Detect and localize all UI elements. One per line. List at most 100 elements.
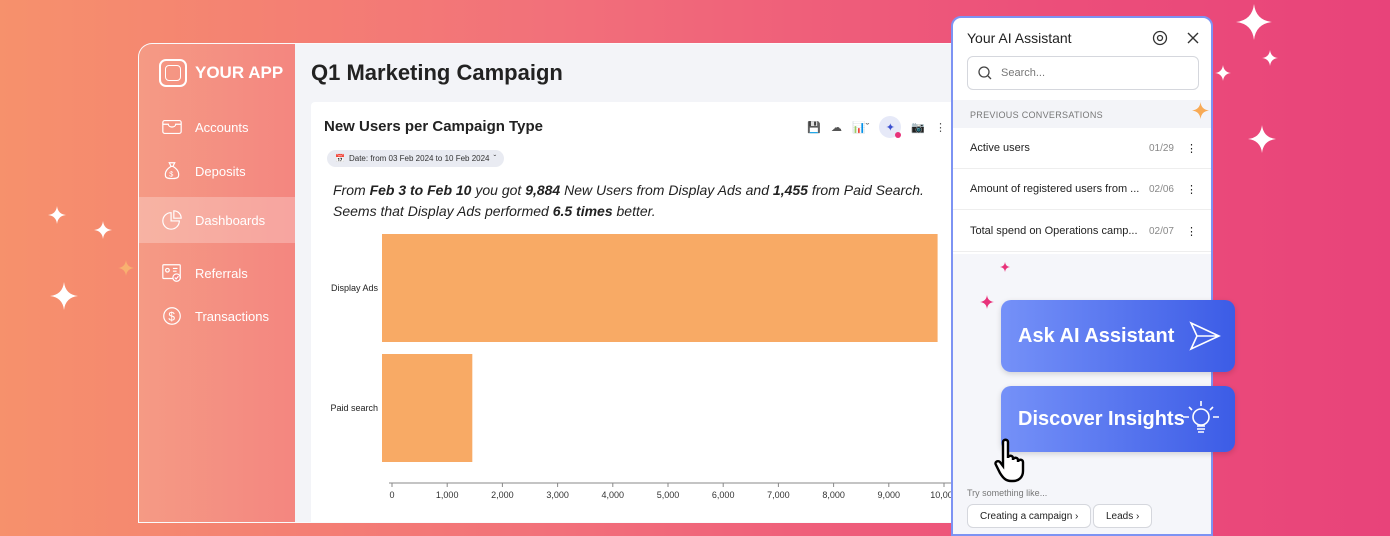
x-tick-label: 9,000: [878, 490, 901, 500]
sidebar-item-label: Deposits: [195, 163, 246, 179]
x-tick-label: 3,000: [546, 490, 569, 500]
chart-title: New Users per Campaign Type: [324, 118, 543, 135]
bar: [382, 234, 938, 342]
lightbulb-icon: [1183, 401, 1219, 433]
conversation-item[interactable]: Active users 01/29 ⋮: [953, 128, 1211, 169]
chart-card: New Users per Campaign Type 💾 ☁ 📊ˇ ✦ 📷 ⋮…: [311, 102, 956, 522]
sparkle-icon: [1000, 262, 1010, 272]
save-icon[interactable]: 💾: [807, 121, 821, 134]
sidebar-item-dashboards[interactable]: Dashboards: [139, 197, 295, 243]
ai-sparkle-icon[interactable]: ✦: [879, 116, 902, 138]
ai-assistant-panel: Your AI Assistant Search... PREVIOUS CON…: [951, 16, 1213, 536]
ask-ai-assistant-button[interactable]: Ask AI Assistant: [1001, 300, 1235, 372]
bar-chart: Display Ads Paid search 0 1,000 2,000 3,000 4,…: [330, 234, 956, 500]
summary-bold: Feb 3 to Feb 10: [369, 182, 472, 198]
summary-text: From: [333, 182, 370, 198]
x-tick-label: 8,000: [822, 490, 845, 500]
conversation-item[interactable]: Amount of registered users from ... 02/06…: [953, 169, 1211, 210]
cloud-icon[interactable]: ☁: [830, 121, 842, 134]
summary-text: Seems that Display Ads performed: [333, 203, 553, 219]
x-tick-label: 1,000: [436, 490, 459, 500]
more-icon[interactable]: ⋮: [1186, 225, 1197, 238]
search-icon: [978, 66, 992, 80]
panel-title: Your AI Assistant: [967, 30, 1072, 46]
conversation-title: Total spend on Operations camp...: [970, 225, 1138, 237]
sidebar-item-label: Dashboards: [195, 212, 266, 228]
conversation-date: 01/29: [1148, 142, 1174, 154]
summary-text: you got: [471, 182, 526, 198]
conversation-item[interactable]: Total spend on Operations camp... 02/07 ⋮: [953, 211, 1211, 252]
app-logo: YOUR APP: [159, 59, 283, 87]
dollar-cycle-icon: $: [163, 307, 181, 325]
sparkle-icon: [1236, 4, 1272, 40]
svg-text:$: $: [168, 310, 175, 324]
sparkle-icon: [1192, 102, 1209, 119]
sparkle-icon: [50, 282, 78, 310]
sidebar: YOUR APP Accounts $ Deposits Dashboards R…: [139, 44, 295, 522]
sidebar-item-label: Accounts: [195, 119, 249, 135]
bar: [382, 354, 473, 462]
sidebar-item-label: Referrals: [195, 265, 248, 281]
chevron-down-icon: ˇ: [493, 154, 497, 163]
sidebar-item-accounts[interactable]: Accounts: [139, 104, 295, 150]
search-placeholder: Search...: [1001, 67, 1046, 79]
ask-label: Ask AI Assistant: [1018, 324, 1175, 347]
page-title: Q1 Marketing Campaign: [311, 60, 563, 85]
settings-icon[interactable]: [1152, 30, 1168, 46]
summary-text: from Paid Search.: [807, 182, 924, 198]
svg-text:$: $: [169, 170, 173, 179]
discover-label: Discover Insights: [1018, 407, 1185, 430]
summary-text: New Users from Display Ads and: [560, 182, 773, 198]
date-filter[interactable]: 📅 Date: from 03 Feb 2024 to 10 Feb 2024 ˇ: [327, 150, 505, 167]
sparkle-icon: [1248, 125, 1276, 153]
more-icon[interactable]: ⋮: [935, 121, 946, 134]
more-icon[interactable]: ⋮: [1186, 183, 1197, 196]
section-header: PREVIOUS CONVERSATIONS: [953, 100, 1211, 128]
suggestion-chip[interactable]: Creating a campaign ›: [967, 504, 1092, 528]
search-input[interactable]: Search...: [967, 56, 1199, 90]
close-icon[interactable]: [1187, 32, 1199, 44]
send-icon: [1189, 321, 1221, 351]
pie-chart-icon: [162, 210, 182, 230]
app-window: YOUR APP Accounts $ Deposits Dashboards R…: [138, 43, 958, 523]
x-tick-label: 0: [389, 490, 394, 500]
summary-text: better.: [612, 203, 656, 219]
sparkle-icon: [1262, 50, 1278, 66]
sparkle-icon: [980, 295, 994, 309]
money-bag-icon: $: [164, 162, 180, 180]
x-tick-label: 10,000: [930, 490, 956, 500]
date-filter-label: Date: from 03 Feb 2024 to 10 Feb 2024: [348, 154, 490, 163]
sparkle-icon: [48, 206, 66, 224]
sidebar-item-referrals[interactable]: Referrals: [139, 250, 295, 296]
sidebar-item-deposits[interactable]: $ Deposits: [139, 148, 295, 194]
suggestion-chip[interactable]: Leads ›: [1093, 504, 1153, 528]
conversation-title: Amount of registered users from ...: [970, 183, 1140, 195]
summary-bold: 6.5 times: [552, 203, 613, 219]
camera-icon[interactable]: 📷: [911, 121, 925, 134]
x-tick-label: 7,000: [767, 490, 790, 500]
try-label: Try something like...: [967, 488, 1048, 498]
hand-cursor-icon: [994, 438, 1025, 483]
x-tick-label: 6,000: [712, 490, 735, 500]
insight-summary: From Feb 3 to Feb 10 you got 9,884 New U…: [333, 180, 924, 222]
summary-bold: 9,884: [525, 182, 561, 198]
discover-insights-button[interactable]: Discover Insights: [1001, 386, 1235, 452]
sparkle-icon: [94, 221, 112, 239]
inbox-icon: [162, 119, 182, 135]
category-label: Paid search: [330, 403, 378, 413]
sidebar-item-label: Transactions: [195, 308, 269, 324]
calendar-icon: 📅: [335, 154, 345, 163]
category-label: Display Ads: [331, 283, 379, 293]
sparkle-icon: [1215, 65, 1231, 81]
chart-type-icon[interactable]: 📊ˇ: [851, 121, 870, 134]
x-tick-label: 5,000: [657, 490, 680, 500]
app-logo-text: YOUR APP: [195, 63, 284, 82]
more-icon[interactable]: ⋮: [1186, 142, 1197, 155]
conversation-title: Active users: [970, 142, 1030, 154]
x-tick-label: 4,000: [602, 490, 625, 500]
conversation-date: 02/07: [1148, 225, 1174, 237]
sidebar-item-transactions[interactable]: $ Transactions: [139, 293, 295, 339]
conversation-date: 02/06: [1148, 183, 1174, 195]
id-card-icon: [162, 264, 181, 282]
chart-toolbar: 💾 ☁ 📊ˇ ✦ 📷 ⋮: [807, 116, 946, 138]
